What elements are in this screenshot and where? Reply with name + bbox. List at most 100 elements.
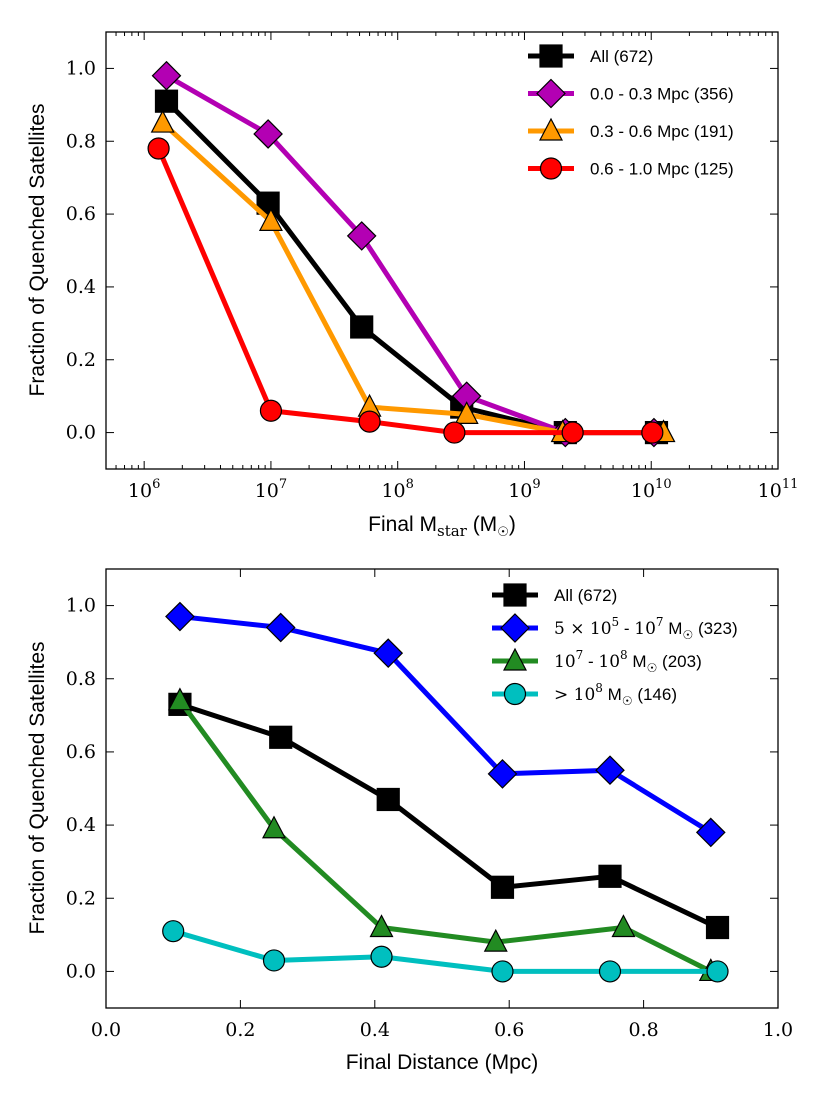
data-point: [598, 864, 622, 888]
series-line: [172, 928, 718, 974]
data-point: [641, 421, 664, 444]
series-line: [177, 699, 712, 974]
y-tick-label: 1.0: [66, 595, 96, 617]
data-point: [162, 920, 185, 943]
series-line: [156, 147, 653, 436]
data-point: [165, 601, 195, 632]
y-tick-label: 0.6: [66, 203, 96, 225]
x-tick-label: 1011: [758, 477, 799, 502]
legend-marker: [503, 682, 527, 706]
x-axis-label: Final Mstar (M☉): [368, 513, 516, 540]
data-point: [151, 60, 182, 91]
legend-marker: [536, 78, 566, 109]
x-tick-label: 0.2: [225, 1019, 255, 1041]
plot-frame: [105, 568, 779, 1009]
x-tick-label: 0.4: [360, 1019, 390, 1041]
series-line: [179, 614, 713, 835]
legend-marker: [539, 117, 563, 141]
data-point: [454, 401, 479, 424]
stellar-mass-panel: 106 107 108 109 1010 1011 0.0 0.2 0.4 0.6 0.8 1.0 Fi…: [26, 31, 799, 540]
series-1: [165, 601, 726, 848]
data-point: [376, 787, 400, 812]
legend-marker: [539, 157, 563, 180]
data-point: [705, 915, 730, 940]
series-line: [179, 701, 719, 930]
data-point: [370, 945, 393, 968]
y-axis-label: Fraction of Quenched Satellites: [26, 642, 49, 935]
legend: All (672) 0.0 - 0.3 Mpc (356) 0.3 - 0.6 Mp…: [528, 44, 734, 180]
data-point: [258, 208, 283, 231]
data-point: [150, 109, 175, 133]
data-point: [147, 137, 170, 160]
x-tick-label: 0.6: [494, 1019, 524, 1041]
y-tick-label: 0.4: [66, 814, 96, 836]
y-tick-label: 0.4: [66, 276, 96, 298]
data-point: [483, 928, 508, 952]
x-axis-label: Final Distance (Mpc): [346, 1051, 539, 1074]
legend-label: 0.3 - 0.6 Mpc (191): [590, 122, 734, 141]
data-point: [443, 421, 466, 444]
x-tick-label: 1.0: [763, 1019, 793, 1041]
x-tick-label: 0.0: [91, 1019, 121, 1041]
y-tick-label: 0.0: [66, 422, 96, 444]
y-tick-label: 0.8: [66, 668, 96, 690]
data-point: [611, 914, 636, 938]
data-point: [154, 89, 179, 113]
series-0: [154, 89, 669, 445]
data-point: [369, 914, 394, 938]
y-tick-label: 0.0: [66, 960, 96, 982]
data-point: [706, 960, 729, 983]
data-point: [598, 960, 622, 983]
data-point: [695, 817, 726, 848]
data-point: [253, 119, 283, 149]
data-point: [373, 638, 404, 668]
data-point: [595, 755, 625, 786]
x-tick-label: 0.8: [628, 1019, 658, 1041]
plot-frame: [105, 31, 779, 470]
x-tick-label: 106: [128, 477, 160, 502]
data-point: [262, 949, 286, 972]
y-tick-label: 0.6: [66, 741, 96, 763]
data-point: [259, 399, 283, 422]
data-point: [561, 421, 584, 444]
legend-label: 5 × 105 - 107 M☉ (323): [554, 615, 738, 642]
series-line: [165, 73, 654, 436]
data-point: [265, 612, 296, 643]
data-point: [350, 315, 374, 339]
x-tick-label: 109: [508, 477, 540, 502]
legend-label: All (672): [554, 586, 617, 605]
distance-panel: 0.0 0.2 0.4 0.6 0.8 1.0 0.0 0.2 0.4 0.6 0.8 1.0 Fina…: [26, 568, 793, 1074]
legend-label: > 108 M☉ (146): [554, 681, 677, 708]
data-point: [487, 759, 518, 789]
legend-label: 107 - 108 M☉ (203): [554, 648, 702, 675]
x-tick-label: 1010: [631, 477, 672, 502]
legend-label: 0.6 - 1.0 Mpc (125): [590, 160, 734, 179]
legend-marker: [539, 44, 563, 68]
series-1: [151, 60, 669, 448]
y-tick-label: 1.0: [66, 57, 96, 79]
x-tick-label: 108: [381, 477, 413, 502]
data-point: [490, 875, 515, 899]
legend: All (672) 5 × 105 - 107 M☉ (323) 107 - 108…: [492, 583, 738, 708]
legend-marker: [500, 613, 530, 643]
y-tick-label: 0.2: [66, 349, 96, 371]
series-3: [162, 920, 729, 983]
y-axis-label: Fraction of Quenched Satellites: [26, 104, 49, 397]
legend-marker: [503, 583, 527, 607]
data-point: [358, 410, 381, 433]
legend-label: 0.0 - 0.3 Mpc (356): [590, 85, 734, 104]
series-0: [168, 692, 730, 940]
data-point: [262, 815, 286, 839]
series-3: [147, 137, 664, 444]
legend-label: All (672): [590, 47, 653, 66]
data-point: [491, 960, 514, 983]
data-point: [346, 221, 377, 251]
x-tick-label: 107: [255, 477, 287, 502]
y-tick-label: 0.2: [66, 887, 96, 909]
series-2: [167, 687, 723, 982]
data-point: [269, 725, 293, 749]
legend-marker: [503, 647, 527, 671]
series-line: [164, 99, 657, 436]
y-tick-label: 0.8: [66, 130, 96, 152]
